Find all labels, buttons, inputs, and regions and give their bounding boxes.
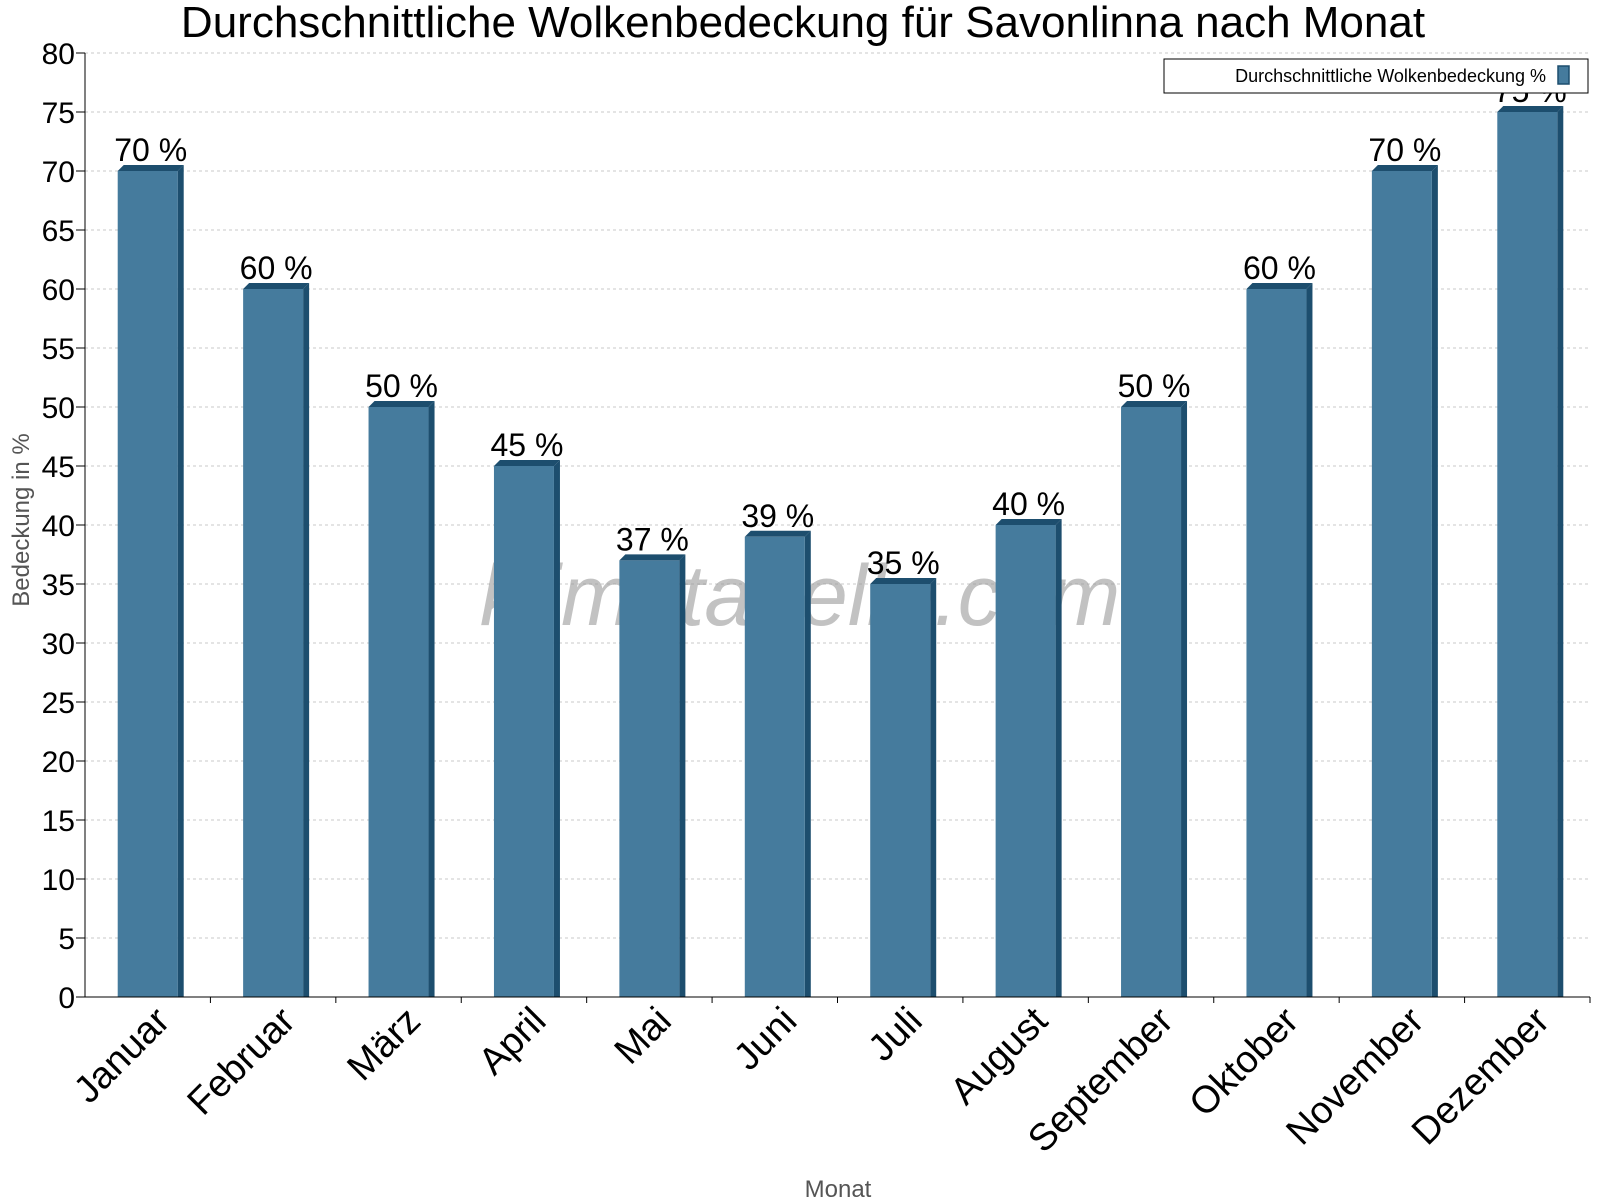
y-tick-label: 0 xyxy=(58,982,75,1015)
data-labels: 70 % 60 % 50 % 45 % 37 % 39 % 35 % 40 % 50 % 60 %… xyxy=(114,73,1567,581)
bar xyxy=(619,560,680,997)
grid-lines xyxy=(85,52,1590,939)
data-label: 50 % xyxy=(1118,368,1191,404)
y-tick-label: 45 xyxy=(42,451,75,484)
legend: Durchschnittliche Wolkenbedeckung % xyxy=(1163,58,1589,94)
bar-side xyxy=(679,554,686,997)
bar-side xyxy=(553,460,560,997)
bar xyxy=(744,536,805,997)
data-label: 70 % xyxy=(114,132,187,168)
bar xyxy=(995,525,1056,997)
bar-top xyxy=(619,554,686,561)
y-tick-label: 20 xyxy=(42,746,75,779)
y-tick-label: 40 xyxy=(42,510,75,543)
data-label: 50 % xyxy=(365,368,438,404)
y-tick-label: 60 xyxy=(42,274,75,307)
y-tick-label: 5 xyxy=(58,923,75,956)
bar-top xyxy=(1497,106,1564,112)
bar xyxy=(368,407,429,997)
bar-side xyxy=(303,283,310,997)
bar-top xyxy=(744,530,811,537)
data-label: 39 % xyxy=(741,498,814,534)
bar-top xyxy=(368,401,435,407)
bar xyxy=(117,171,178,997)
bar-top xyxy=(1121,401,1188,407)
bar-side xyxy=(428,401,435,997)
data-label: 37 % xyxy=(616,521,689,557)
bar xyxy=(870,584,931,997)
bar-side xyxy=(804,530,811,997)
bar-top xyxy=(493,460,560,466)
bar-side xyxy=(1055,519,1062,997)
legend-box xyxy=(1163,58,1589,94)
y-tick-label: 35 xyxy=(42,569,75,602)
y-tick-label: 55 xyxy=(42,333,75,366)
bar xyxy=(1121,407,1182,997)
data-label: 60 % xyxy=(1243,250,1316,286)
axes xyxy=(76,52,1591,1003)
bar xyxy=(243,289,304,997)
y-tick-label: 80 xyxy=(42,38,75,71)
data-label: 70 % xyxy=(1368,132,1441,168)
chart-title: Durchschnittliche Wolkenbedeckung für Sa… xyxy=(181,0,1425,47)
bar-top xyxy=(243,283,310,289)
bar-top xyxy=(1371,165,1438,171)
bar xyxy=(1371,171,1432,997)
bar-side xyxy=(177,165,184,997)
y-tick-label: 70 xyxy=(42,156,75,189)
y-axis-title: Bedeckung in % xyxy=(8,433,35,606)
y-tick-label: 75 xyxy=(42,97,75,130)
x-axis-title: Monat xyxy=(805,1176,872,1200)
y-tick-label: 50 xyxy=(42,392,75,425)
y-tick-label: 15 xyxy=(42,805,75,838)
bar xyxy=(1246,289,1307,997)
data-label: 40 % xyxy=(992,486,1065,522)
bar-top xyxy=(1246,283,1313,289)
data-label: 45 % xyxy=(490,427,563,463)
bar-side xyxy=(1557,106,1564,997)
bar xyxy=(1497,112,1558,997)
bar-top xyxy=(995,519,1062,525)
bar-top xyxy=(117,165,184,171)
y-tick-label: 65 xyxy=(42,215,75,248)
y-tick-label: 30 xyxy=(42,628,75,661)
bar-side xyxy=(930,578,937,997)
bar-side xyxy=(1306,283,1313,997)
legend-swatch xyxy=(1557,65,1570,85)
data-label: 60 % xyxy=(240,250,313,286)
bar-top xyxy=(870,578,937,584)
bar-side xyxy=(1181,401,1188,997)
bar-side xyxy=(1431,165,1438,997)
bars xyxy=(117,106,1564,997)
y-tick-label: 10 xyxy=(42,864,75,897)
bar xyxy=(493,466,554,997)
data-label: 35 % xyxy=(867,545,940,581)
legend-label: Durchschnittliche Wolkenbedeckung % xyxy=(1235,66,1546,86)
y-tick-label: 25 xyxy=(42,687,75,720)
y-tick-labels: 0 5 10 15 20 25 30 35 40 45 50 55 60 65 70 75 80 xyxy=(42,38,75,1015)
